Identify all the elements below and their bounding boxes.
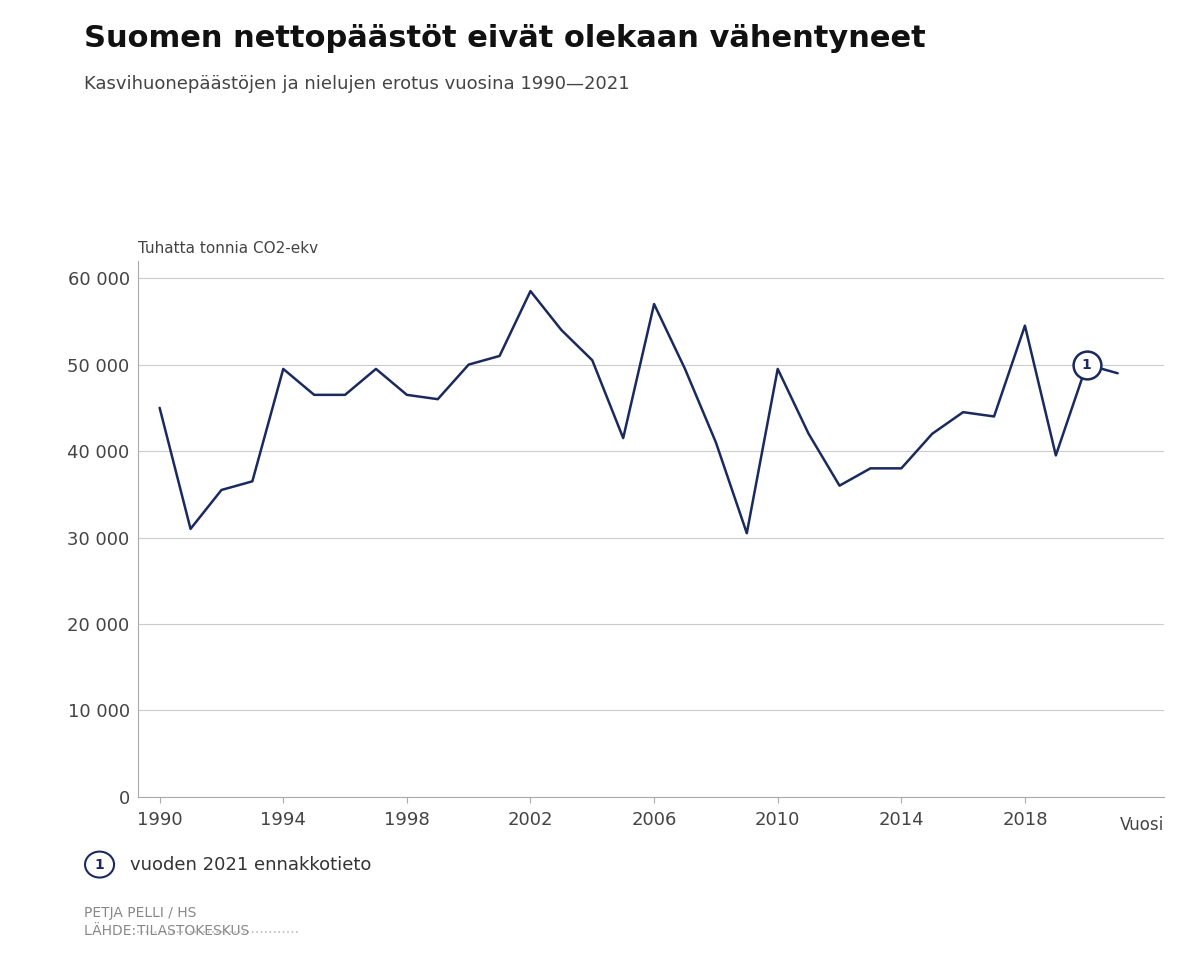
Text: TILASTOKESKUS: TILASTOKESKUS bbox=[137, 924, 250, 938]
Text: Suomen nettopäästöt eivät olekaan vähentyneet: Suomen nettopäästöt eivät olekaan vähent… bbox=[84, 24, 925, 53]
Text: LÄHDE:: LÄHDE: bbox=[84, 924, 140, 938]
Text: 1: 1 bbox=[1082, 357, 1092, 372]
Text: 1: 1 bbox=[95, 858, 104, 871]
Text: vuoden 2021 ennakkotieto: vuoden 2021 ennakkotieto bbox=[130, 856, 371, 873]
Text: Vuosi: Vuosi bbox=[1120, 816, 1164, 835]
Text: Tuhatta tonnia CO2-ekv: Tuhatta tonnia CO2-ekv bbox=[138, 241, 318, 256]
Text: PETJA PELLI / HS: PETJA PELLI / HS bbox=[84, 906, 197, 920]
Text: Kasvihuonepäästöjen ja nielujen erotus vuosina 1990—2021: Kasvihuonepäästöjen ja nielujen erotus v… bbox=[84, 75, 630, 94]
